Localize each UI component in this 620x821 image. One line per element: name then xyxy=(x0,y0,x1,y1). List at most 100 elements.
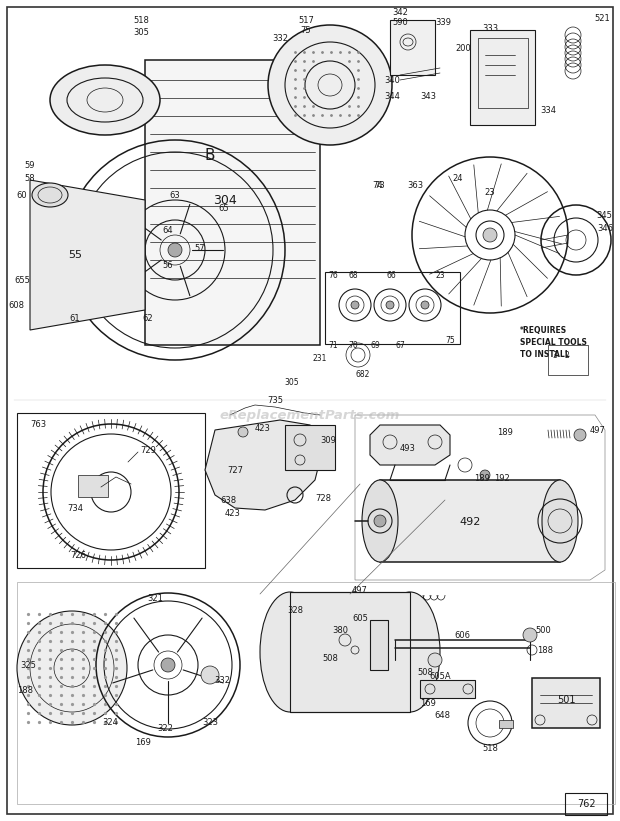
Text: 608: 608 xyxy=(8,300,24,310)
Bar xyxy=(478,38,528,108)
Text: 231: 231 xyxy=(313,354,327,363)
Bar xyxy=(370,620,388,670)
Text: 342: 342 xyxy=(392,7,408,16)
Bar xyxy=(145,60,320,345)
Text: SPECIAL TOOLS: SPECIAL TOOLS xyxy=(520,337,587,346)
Text: 423: 423 xyxy=(255,424,271,433)
Text: 735: 735 xyxy=(267,396,283,405)
Circle shape xyxy=(161,658,175,672)
Text: 66: 66 xyxy=(386,270,396,279)
Text: 734: 734 xyxy=(67,503,83,512)
Text: 188: 188 xyxy=(537,645,553,654)
Bar xyxy=(17,413,205,568)
Text: 321: 321 xyxy=(147,594,163,603)
Text: 23: 23 xyxy=(435,270,445,279)
Text: 69: 69 xyxy=(370,341,380,350)
Circle shape xyxy=(421,301,429,309)
Bar xyxy=(548,345,588,375)
Polygon shape xyxy=(205,420,325,510)
Text: 76: 76 xyxy=(328,270,338,279)
Text: 763: 763 xyxy=(30,420,46,429)
Text: 655: 655 xyxy=(14,276,30,285)
Text: 192: 192 xyxy=(494,474,510,483)
Bar xyxy=(325,272,460,344)
Text: 61: 61 xyxy=(69,314,81,323)
Ellipse shape xyxy=(260,592,320,712)
Text: 508: 508 xyxy=(322,654,338,663)
Text: TO INSTALL: TO INSTALL xyxy=(520,350,570,359)
Circle shape xyxy=(386,301,394,309)
Text: 63: 63 xyxy=(170,190,180,200)
Circle shape xyxy=(351,301,359,309)
Text: 605A: 605A xyxy=(429,672,451,681)
Text: 346: 346 xyxy=(597,223,613,232)
Text: 728: 728 xyxy=(315,493,331,502)
Text: 380: 380 xyxy=(332,626,348,635)
Ellipse shape xyxy=(17,611,127,725)
Text: 3: 3 xyxy=(552,351,557,360)
Text: *REQUIRES: *REQUIRES xyxy=(520,325,567,334)
Text: 762: 762 xyxy=(577,799,595,809)
Text: 334: 334 xyxy=(540,106,556,114)
Bar xyxy=(78,475,108,497)
Text: 727: 727 xyxy=(227,466,243,475)
Text: 62: 62 xyxy=(143,314,153,323)
Bar xyxy=(532,678,600,728)
Text: 304: 304 xyxy=(213,194,237,207)
Text: 169: 169 xyxy=(135,737,151,746)
Text: 497: 497 xyxy=(590,425,606,434)
Text: 518: 518 xyxy=(482,744,498,753)
Text: 648: 648 xyxy=(434,710,450,719)
Text: 75: 75 xyxy=(301,25,311,34)
Ellipse shape xyxy=(268,25,392,145)
Text: 340: 340 xyxy=(384,76,400,85)
Text: 682: 682 xyxy=(356,369,370,378)
Text: 729: 729 xyxy=(140,446,156,455)
Text: 65: 65 xyxy=(218,204,229,213)
Text: 590: 590 xyxy=(392,17,408,26)
Circle shape xyxy=(374,515,386,527)
Bar xyxy=(290,592,410,712)
Text: 497: 497 xyxy=(352,585,368,594)
Text: 200: 200 xyxy=(455,44,471,53)
Polygon shape xyxy=(370,425,450,465)
Bar xyxy=(17,582,615,804)
Text: 58: 58 xyxy=(25,173,35,182)
Text: 345: 345 xyxy=(596,210,612,219)
Text: 332: 332 xyxy=(214,676,230,685)
Text: 189: 189 xyxy=(497,428,513,437)
Text: 56: 56 xyxy=(162,260,174,269)
Text: 73: 73 xyxy=(374,181,386,190)
Text: 605: 605 xyxy=(352,613,368,622)
Circle shape xyxy=(238,427,248,437)
Text: 57: 57 xyxy=(195,244,205,253)
Bar xyxy=(470,30,535,125)
Text: 325: 325 xyxy=(20,661,36,669)
Text: 508: 508 xyxy=(417,667,433,677)
Text: 70: 70 xyxy=(348,341,358,350)
Polygon shape xyxy=(30,180,145,330)
Text: 23: 23 xyxy=(485,187,495,196)
Text: 169: 169 xyxy=(420,699,436,708)
Text: 726: 726 xyxy=(70,551,86,559)
Bar xyxy=(499,720,513,728)
Text: 339: 339 xyxy=(435,17,451,26)
Text: B: B xyxy=(205,148,215,163)
Text: 344: 344 xyxy=(384,91,400,100)
Text: 68: 68 xyxy=(348,270,358,279)
Ellipse shape xyxy=(50,65,160,135)
Bar xyxy=(285,425,335,470)
Bar xyxy=(420,680,475,698)
Text: 189: 189 xyxy=(474,474,490,483)
Text: 67: 67 xyxy=(395,341,405,350)
Circle shape xyxy=(201,666,219,684)
Text: 305: 305 xyxy=(285,378,299,387)
Circle shape xyxy=(428,653,442,667)
Text: eReplacementParts.com: eReplacementParts.com xyxy=(220,409,400,421)
Text: 638: 638 xyxy=(220,496,236,504)
Ellipse shape xyxy=(32,183,68,207)
Text: 60: 60 xyxy=(17,190,27,200)
Text: 59: 59 xyxy=(25,160,35,169)
Text: 423: 423 xyxy=(225,508,241,517)
Text: 323: 323 xyxy=(202,718,218,727)
